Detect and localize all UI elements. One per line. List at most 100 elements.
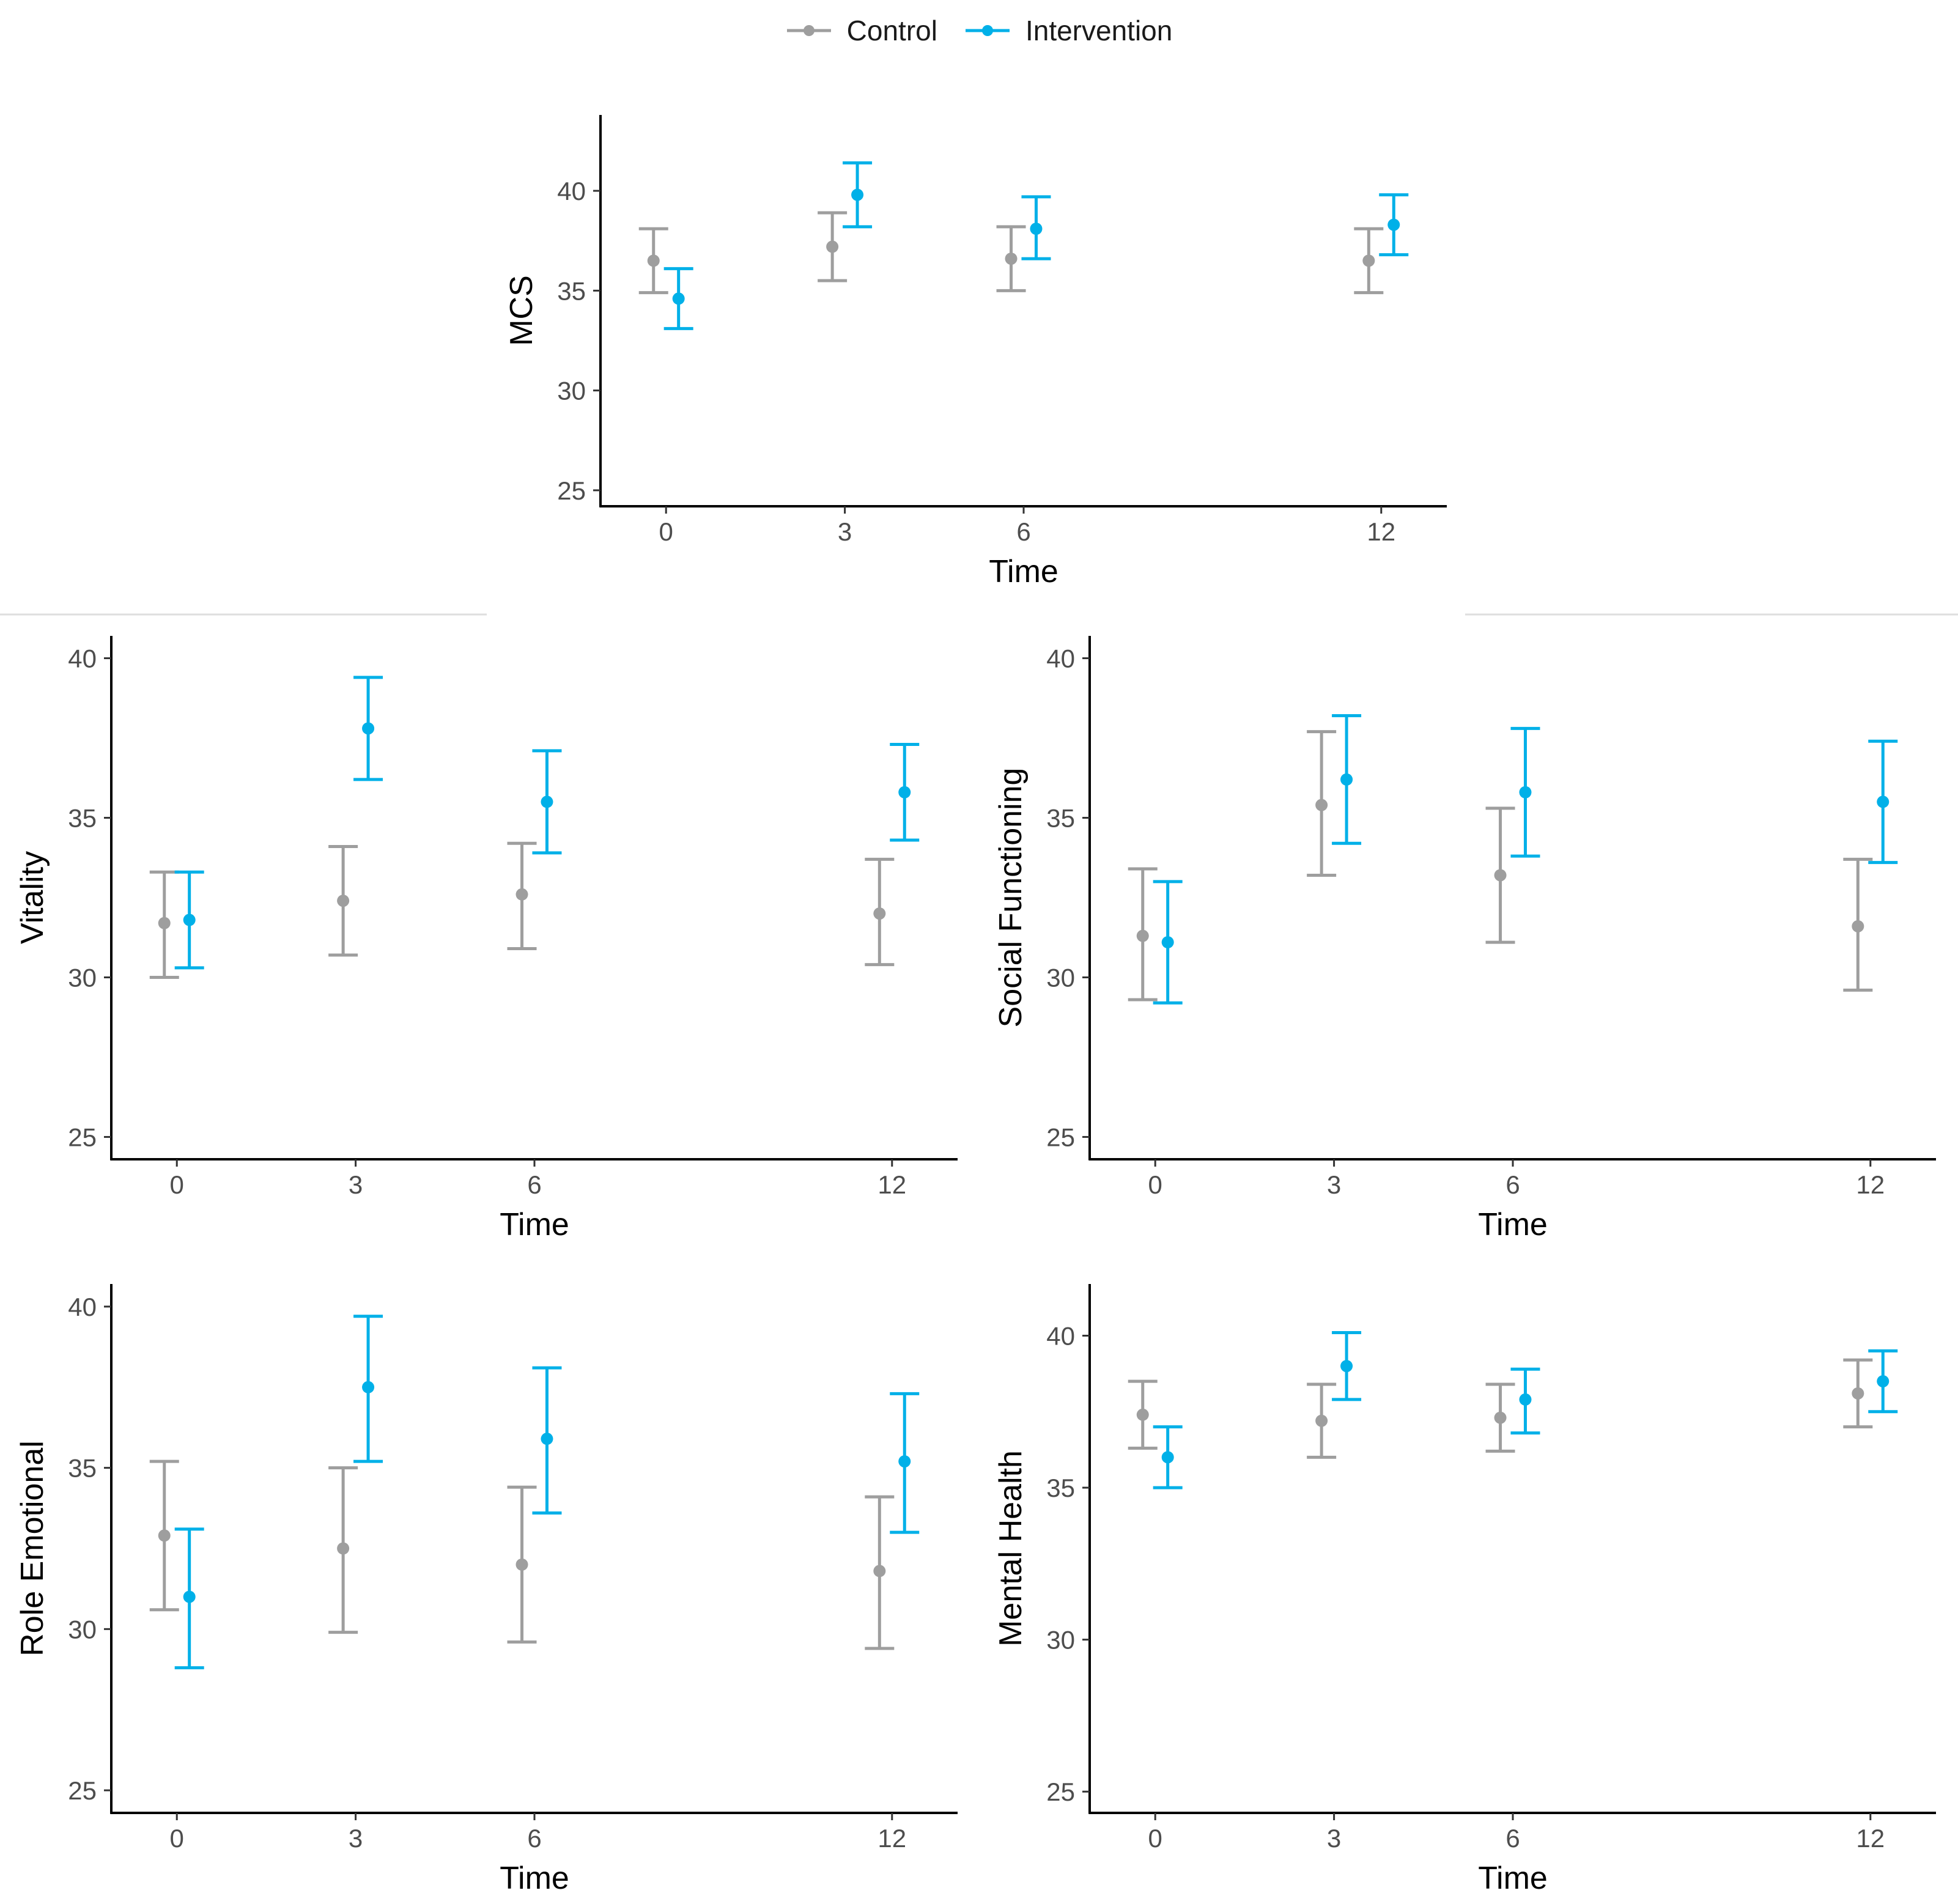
x-tick-label: 3: [1327, 1824, 1341, 1853]
point-intervention: [541, 1433, 553, 1445]
point-intervention: [1030, 223, 1043, 235]
y-axis-title: Vitality: [15, 851, 50, 944]
legend-item-control[interactable]: Control: [786, 14, 937, 47]
point-intervention: [1340, 773, 1353, 786]
point-control: [158, 917, 171, 929]
x-tick-label: 6: [527, 1824, 541, 1853]
y-tick-label: 35: [1046, 804, 1075, 833]
panel-3: 25 30 35 40 0 3 6 12 Time Social Functioning: [993, 636, 1936, 1242]
point-control: [515, 1558, 528, 1571]
x-tick-label: 12: [1367, 517, 1395, 546]
x-tick-label: 0: [1148, 1824, 1162, 1853]
point-intervention: [1387, 218, 1400, 231]
point-intervention: [898, 786, 911, 799]
y-tick-label: 25: [1046, 1777, 1075, 1806]
point-control: [826, 240, 839, 253]
y-tick-label: 40: [68, 1293, 97, 1321]
point-intervention: [672, 292, 685, 305]
point-control: [1136, 929, 1149, 942]
point-intervention: [183, 1590, 196, 1603]
y-tick-label: 35: [68, 1454, 97, 1483]
point-control: [1494, 1411, 1507, 1424]
point-intervention: [1161, 1451, 1174, 1464]
y-tick-label: 25: [68, 1776, 97, 1805]
x-tick-label: 3: [838, 517, 852, 546]
point-control: [1315, 799, 1328, 811]
y-tick-label: 25: [1046, 1123, 1075, 1151]
x-tick-label: 6: [1505, 1170, 1520, 1199]
panel-4: 25 30 35 40 0 3 6 12 Time Role Emotional: [15, 1284, 958, 1896]
point-control: [1852, 1387, 1864, 1400]
point-control: [1362, 254, 1375, 267]
point-intervention: [1877, 795, 1890, 808]
panel-1: 25 30 35 40 0 3 6 12 Time MCS: [504, 115, 1447, 589]
x-tick-label: 0: [170, 1824, 184, 1853]
legend-item-intervention[interactable]: Intervention: [964, 14, 1172, 47]
y-axis-title: Role Emotional: [15, 1441, 50, 1656]
point-intervention: [1519, 1393, 1532, 1406]
y-tick-label: 30: [68, 1615, 97, 1644]
y-tick-label: 25: [557, 476, 586, 505]
point-control: [1005, 253, 1018, 265]
point-intervention: [183, 913, 196, 926]
x-tick-label: 0: [1148, 1170, 1162, 1199]
y-axis-title: Social Functioning: [993, 768, 1029, 1028]
y-tick-label: 30: [1046, 963, 1075, 992]
x-tick-label: 0: [170, 1170, 184, 1199]
y-axis-title: Mental Health: [993, 1450, 1029, 1647]
x-tick-label: 3: [349, 1824, 363, 1853]
point-control: [647, 254, 660, 267]
x-axis-title: Time: [1478, 1207, 1548, 1242]
point-intervention: [362, 722, 375, 735]
point-control: [873, 1565, 886, 1577]
y-tick-label: 30: [1046, 1626, 1075, 1655]
point-intervention: [851, 188, 864, 201]
legend-key-control-icon: [786, 25, 831, 36]
x-tick-label: 0: [659, 517, 673, 546]
point-control: [158, 1529, 171, 1542]
y-axis-title: MCS: [504, 275, 539, 346]
x-axis-title: Time: [500, 1861, 569, 1896]
point-intervention: [1519, 786, 1532, 799]
y-tick-label: 30: [557, 377, 586, 405]
point-control: [337, 1542, 350, 1555]
x-tick-label: 12: [877, 1170, 906, 1199]
y-tick-label: 40: [1046, 1322, 1075, 1351]
point-control: [873, 907, 886, 920]
point-control: [337, 895, 350, 907]
y-tick-label: 35: [68, 804, 97, 833]
y-tick-label: 40: [557, 177, 586, 205]
x-tick-label: 6: [1505, 1824, 1520, 1853]
y-tick-label: 25: [68, 1123, 97, 1151]
y-tick-label: 35: [1046, 1474, 1075, 1502]
x-tick-label: 12: [1856, 1170, 1885, 1199]
x-tick-label: 6: [1016, 517, 1030, 546]
point-control: [515, 888, 528, 901]
x-axis-title: Time: [989, 554, 1058, 589]
legend-label-intervention: Intervention: [1025, 15, 1173, 46]
legend-key-intervention-icon: [965, 25, 1010, 36]
point-intervention: [898, 1455, 911, 1468]
point-intervention: [1877, 1375, 1890, 1388]
y-tick-label: 35: [557, 276, 586, 305]
point-control: [1136, 1408, 1149, 1421]
legend: Control Intervention: [0, 7, 1958, 54]
y-tick-label: 40: [68, 644, 97, 673]
x-tick-label: 12: [1856, 1824, 1885, 1853]
x-tick-label: 12: [877, 1824, 906, 1853]
point-intervention: [362, 1381, 375, 1393]
y-tick-label: 40: [1046, 644, 1075, 673]
y-tick-label: 30: [68, 963, 97, 992]
legend-label-control: Control: [846, 15, 937, 46]
x-tick-label: 3: [349, 1170, 363, 1199]
point-control: [1494, 869, 1507, 882]
point-control: [1315, 1414, 1328, 1427]
x-tick-label: 3: [1327, 1170, 1341, 1199]
x-axis-title: Time: [500, 1207, 569, 1242]
point-intervention: [541, 795, 553, 808]
x-axis-title: Time: [1478, 1861, 1548, 1896]
point-control: [1852, 920, 1864, 932]
x-tick-label: 6: [527, 1170, 541, 1199]
point-intervention: [1161, 936, 1174, 949]
